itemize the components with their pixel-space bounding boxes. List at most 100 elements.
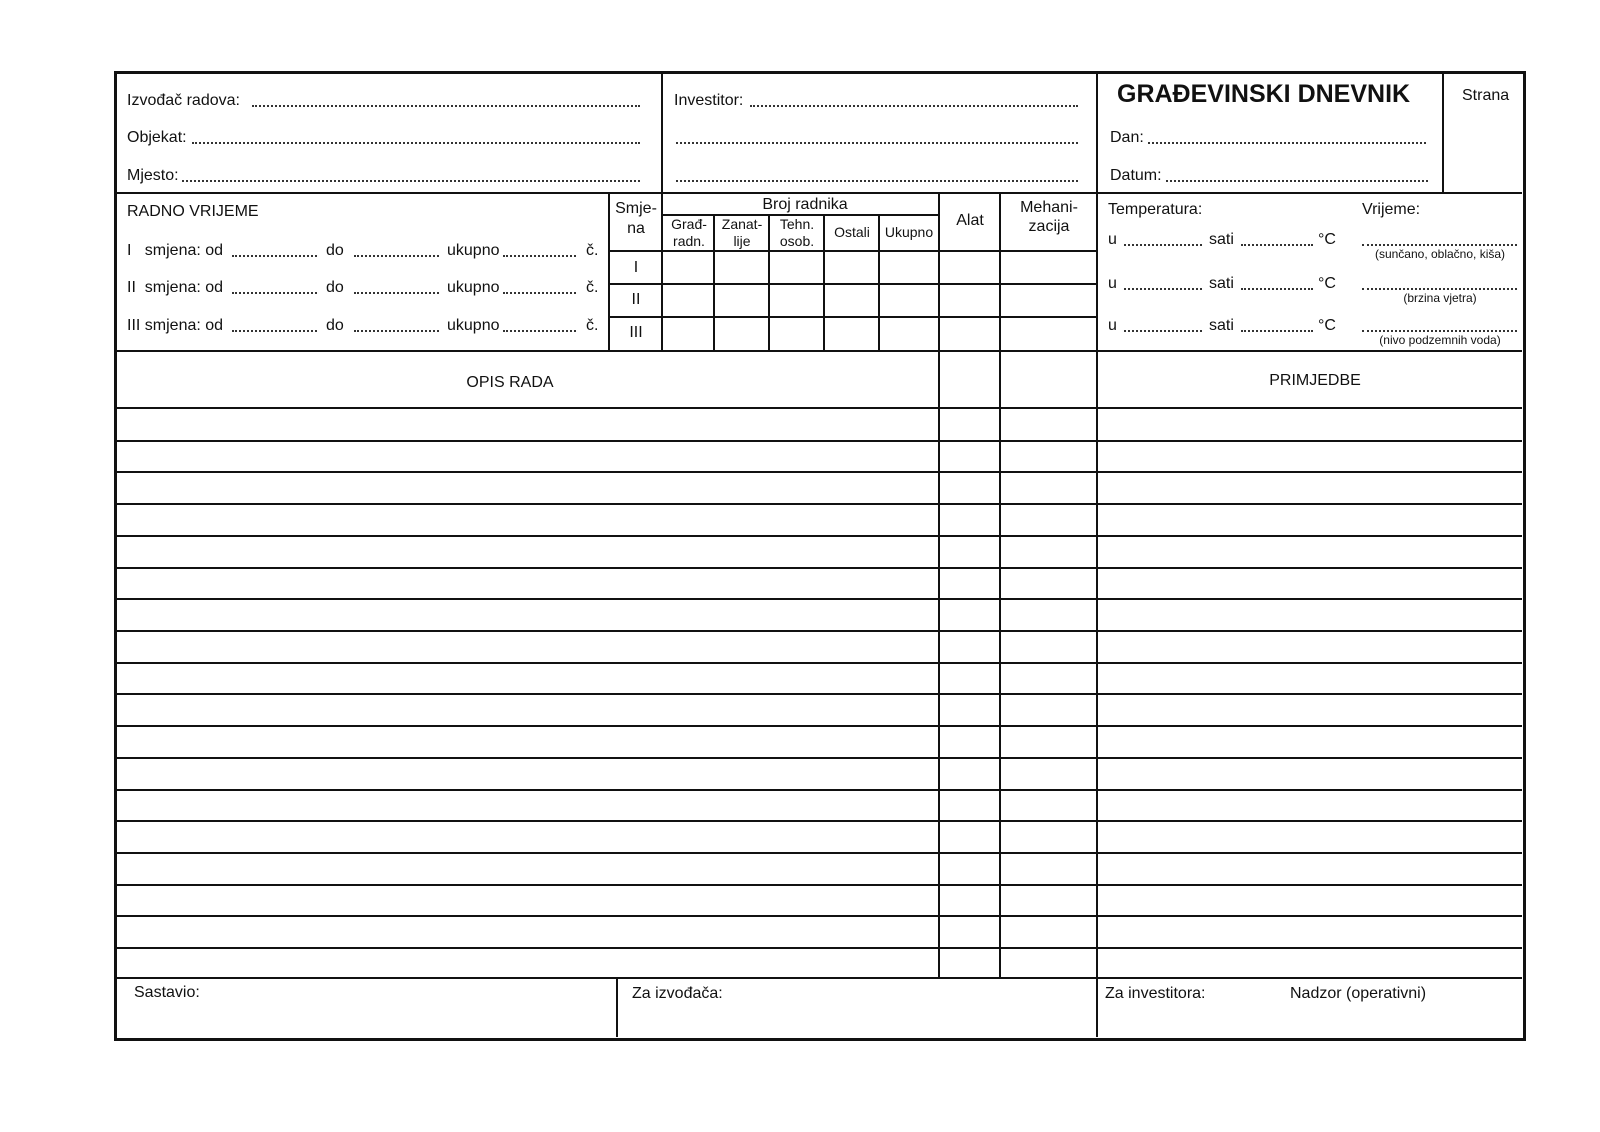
shift-total-field[interactable] — [503, 292, 576, 294]
weather-field[interactable] — [1362, 330, 1517, 332]
remarks-header: PRIMJEDBE — [1269, 372, 1361, 389]
description-header: OPIS RADA — [466, 374, 554, 391]
temp-value-field[interactable] — [1241, 288, 1313, 290]
object-label: Objekat: — [127, 129, 187, 146]
horizontal-rule — [115, 789, 1522, 791]
horizontal-rule — [115, 567, 1522, 569]
horizontal-rule — [115, 598, 1522, 600]
temp-value-field[interactable] — [1241, 244, 1313, 246]
weather-field[interactable] — [1362, 244, 1517, 246]
horizontal-rule — [115, 471, 1522, 473]
shift-from-field[interactable] — [232, 330, 317, 332]
temp-unit-label: °C — [1318, 231, 1336, 248]
shift-from-field[interactable] — [232, 292, 317, 294]
shift-to-label: do — [326, 242, 344, 259]
col-zanat-1: Zanat- — [721, 216, 763, 232]
place-label: Mjesto: — [127, 167, 179, 184]
vertical-rule — [616, 977, 618, 1037]
shift-total-field[interactable] — [503, 255, 576, 257]
horizontal-rule — [115, 662, 1522, 664]
shift-label: II smjena: od — [127, 279, 224, 296]
col-gradj-1: Građ- — [671, 216, 707, 232]
shift-to-field[interactable] — [354, 255, 439, 257]
temp-time-field[interactable] — [1124, 330, 1202, 332]
shift-header-1: Smje- — [615, 200, 657, 217]
shift-total-field[interactable] — [503, 330, 576, 332]
shift-to-label: do — [326, 279, 344, 296]
shift-total-label: ukupno — [447, 242, 500, 259]
horizontal-rule — [115, 535, 1522, 537]
vertical-rule — [999, 192, 1001, 977]
contractor-field[interactable] — [252, 105, 640, 107]
vertical-rule — [938, 192, 940, 977]
shift-row-1: I — [633, 259, 639, 276]
vertical-rule — [661, 72, 663, 350]
temp-at-label: u — [1108, 317, 1117, 334]
vertical-rule — [768, 214, 770, 350]
temperature-label: Temperatura: — [1108, 201, 1203, 218]
object-field[interactable] — [192, 142, 640, 144]
shift-total-label: ukupno — [447, 279, 500, 296]
col-tehn-2: osob. — [779, 233, 815, 249]
document-title: GRAĐEVINSKI DNEVNIK — [1117, 80, 1411, 108]
horizontal-rule — [115, 915, 1522, 917]
temp-at-label: u — [1108, 275, 1117, 292]
horizontal-rule — [115, 757, 1522, 759]
shift-from-field[interactable] — [232, 255, 317, 257]
investor-field-line-3[interactable] — [676, 180, 1078, 182]
horizontal-rule — [115, 977, 1522, 979]
col-gradj-2: radn. — [673, 233, 705, 249]
temp-time-field[interactable] — [1124, 288, 1202, 290]
shift-label: I smjena: od — [127, 242, 224, 259]
temp-value-field[interactable] — [1241, 330, 1313, 332]
temp-unit-label: °C — [1318, 317, 1336, 334]
page-label: Strana — [1462, 87, 1510, 104]
horizontal-rule — [115, 947, 1522, 949]
shift-total-label: ukupno — [447, 317, 500, 334]
date-field[interactable] — [1166, 180, 1428, 182]
shift-row-2: II — [631, 291, 641, 308]
place-field[interactable] — [182, 180, 640, 182]
vertical-rule — [1096, 72, 1098, 1037]
shift-row-3: III — [629, 324, 643, 341]
col-ukupno: Ukupno — [884, 224, 934, 240]
shift-to-field[interactable] — [354, 330, 439, 332]
col-tehn-1: Tehn. — [779, 216, 815, 232]
supervision-label: Nadzor (operativni) — [1290, 985, 1427, 1002]
date-label: Datum: — [1110, 167, 1162, 184]
weather-field[interactable] — [1362, 288, 1517, 290]
col-zanat-2: lije — [733, 233, 751, 249]
horizontal-rule — [115, 630, 1522, 632]
temp-hours-label: sati — [1209, 275, 1234, 292]
investor-field[interactable] — [750, 105, 1078, 107]
horizontal-rule — [115, 820, 1522, 822]
temp-at-label: u — [1108, 231, 1117, 248]
shift-unit-label: č. — [586, 279, 599, 296]
investor-label: Investitor: — [674, 92, 744, 109]
for-investor-label: Za investitora: — [1105, 985, 1206, 1002]
investor-field-line-2[interactable] — [676, 142, 1078, 144]
vertical-rule — [878, 214, 880, 350]
horizontal-rule — [115, 350, 1522, 352]
shift-label: III smjena: od — [127, 317, 224, 334]
horizontal-rule — [115, 884, 1522, 886]
shift-to-field[interactable] — [354, 292, 439, 294]
construction-diary-form — [114, 71, 1526, 1041]
temp-time-field[interactable] — [1124, 244, 1202, 246]
horizontal-rule — [115, 693, 1522, 695]
vertical-rule — [713, 214, 715, 350]
vertical-rule — [823, 214, 825, 350]
contractor-label: Izvođač radova: — [127, 92, 240, 109]
weather-hint: (brzina vjetra) — [1403, 291, 1477, 305]
temp-hours-label: sati — [1209, 317, 1234, 334]
for-contractor-label: Za izvođača: — [632, 985, 723, 1002]
horizontal-rule — [115, 852, 1522, 854]
horizontal-rule — [608, 283, 1096, 285]
temp-unit-label: °C — [1318, 275, 1336, 292]
machinery-header-1: Mehani- — [1020, 199, 1078, 216]
day-field[interactable] — [1148, 142, 1426, 144]
machinery-header-2: zacija — [1028, 218, 1070, 235]
horizontal-rule — [115, 407, 1522, 409]
shift-to-label: do — [326, 317, 344, 334]
shift-header-2: na — [627, 220, 645, 237]
